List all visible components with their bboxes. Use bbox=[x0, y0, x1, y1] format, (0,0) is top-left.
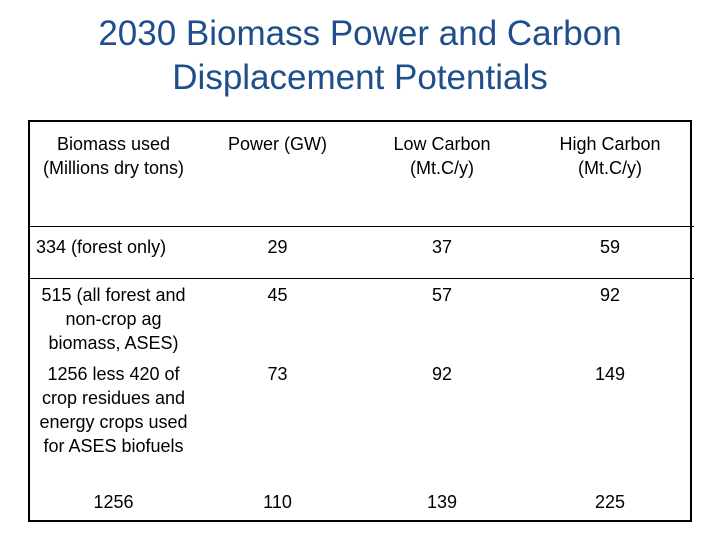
slide-title-line-1: 2030 Biomass Power and Carbon bbox=[98, 14, 622, 53]
header-high-carbon: High Carbon (Mt.C/y) bbox=[526, 122, 694, 227]
cell-high-carbon: 92 bbox=[599, 284, 621, 305]
cell-high-carbon: 149 bbox=[594, 364, 626, 384]
table-row: 515 (all forest and non-crop ag biomass,… bbox=[30, 278, 694, 358]
table-header-row: Biomass used (Millions dry tons) Power (… bbox=[30, 122, 694, 227]
cell-low-carbon: 37 bbox=[358, 226, 526, 279]
cell-biomass: 334 (forest only) bbox=[30, 226, 197, 279]
slide-title: 2030 Biomass Power and Carbon Displaceme… bbox=[0, 12, 720, 100]
cell-power: 73 bbox=[267, 364, 288, 384]
cell-low-carbon: 57 bbox=[431, 284, 453, 305]
cell-biomass: 1256 less 420 of crop residues and energ… bbox=[39, 364, 188, 456]
table-row: 1256 less 420 of crop residues and energ… bbox=[30, 358, 694, 486]
cell-biomass: 1256 bbox=[93, 492, 134, 512]
table-row: 334 (forest only) 29 37 59 bbox=[30, 226, 694, 279]
cell-power: 110 bbox=[263, 492, 292, 512]
header-power: Power (GW) bbox=[197, 122, 358, 227]
cell-high-carbon: 225 bbox=[594, 492, 626, 512]
cell-low-carbon: 92 bbox=[431, 364, 453, 384]
cell-high-carbon: 59 bbox=[526, 226, 694, 279]
header-low-carbon: Low Carbon (Mt.C/y) bbox=[358, 122, 526, 227]
header-biomass: Biomass used (Millions dry tons) bbox=[30, 122, 197, 227]
cell-power: 45 bbox=[267, 284, 288, 305]
cell-biomass: 515 (all forest and non-crop ag biomass,… bbox=[41, 284, 186, 353]
cell-power: 29 bbox=[197, 226, 358, 279]
cell-low-carbon: 139 bbox=[426, 492, 458, 512]
table-row: 1256 110 139 225 bbox=[30, 486, 694, 520]
data-table: Biomass used (Millions dry tons) Power (… bbox=[28, 120, 694, 522]
slide-title-line-2: Displacement Potentials bbox=[172, 58, 548, 97]
